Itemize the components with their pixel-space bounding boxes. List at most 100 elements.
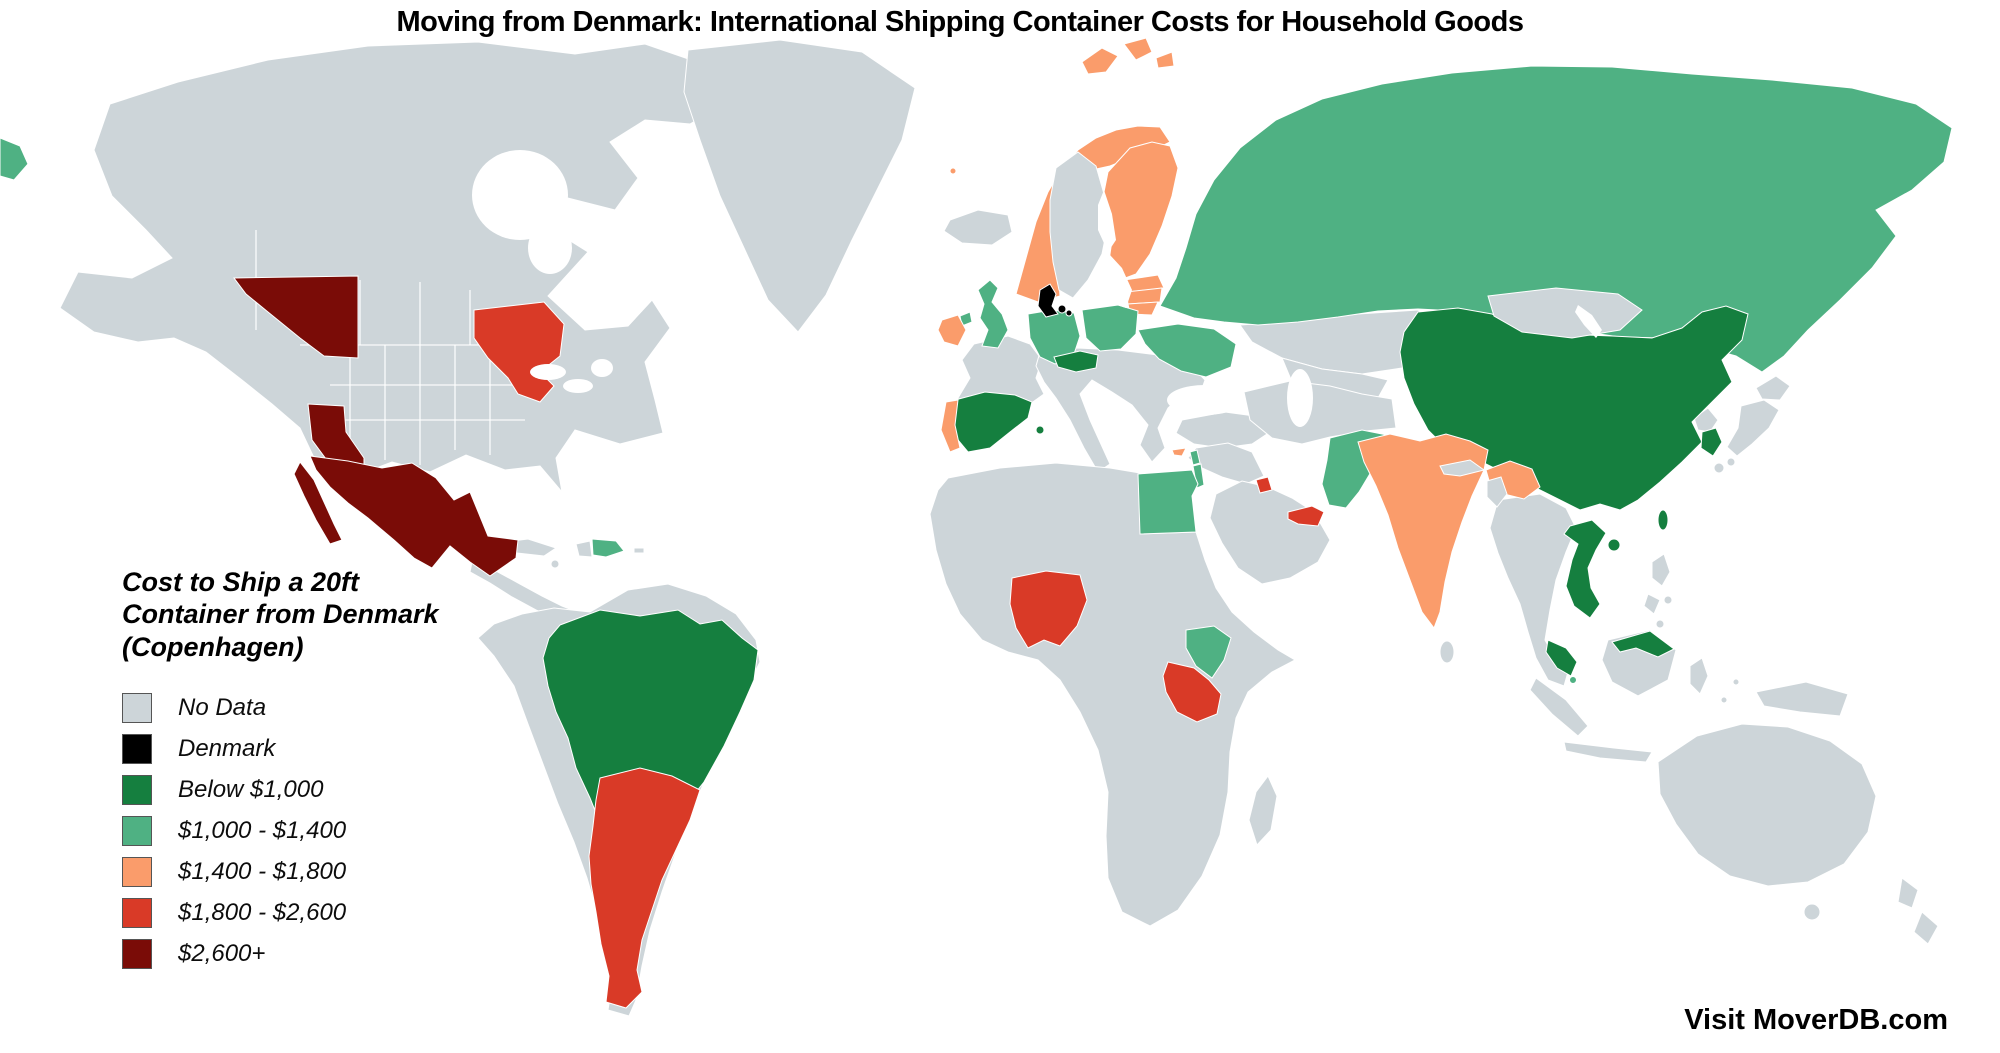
legend-item-2600plus: $2,600+ <box>122 939 439 970</box>
islands-philippines <box>1643 593 1661 615</box>
lake-baikal <box>1575 305 1602 338</box>
islands-japan <box>1726 399 1780 457</box>
island-madagascar <box>1248 775 1278 846</box>
region-british-columbia <box>233 275 359 359</box>
country-denmark <box>1037 283 1059 318</box>
landmass-north-america <box>59 41 737 494</box>
islands-balearic <box>1035 425 1045 435</box>
legend-swatch-1000-1400 <box>122 816 152 847</box>
country-denmark-islands <box>1057 304 1067 314</box>
legend-label: No Data <box>178 694 267 722</box>
country-argentina <box>588 767 701 1009</box>
region-iran-afghanistan <box>1243 380 1397 445</box>
country-portugal <box>940 399 961 453</box>
legend-label: Below $1,000 <box>178 776 324 804</box>
legend-swatch-no-data <box>122 693 152 724</box>
island-moluccas <box>1720 696 1728 704</box>
country-cyprus <box>1171 447 1187 457</box>
island-new-guinea <box>1755 681 1849 717</box>
islands-philippines <box>1655 619 1665 629</box>
country-sweden <box>1049 151 1109 299</box>
island-puerto-rico <box>633 547 645 554</box>
country-vietnam <box>1563 519 1607 619</box>
country-mexico <box>309 455 519 577</box>
hudson-bay <box>472 150 568 240</box>
country-malaysia-peninsular <box>1545 639 1578 677</box>
country-ukraine <box>1137 323 1237 378</box>
country-dominican-republic <box>591 538 625 558</box>
country-egypt <box>1137 469 1199 535</box>
island-java <box>1563 741 1653 763</box>
islands-svalbard <box>1123 37 1153 61</box>
map-title: Moving from Denmark: International Shipp… <box>396 6 1525 38</box>
island-iceland <box>943 209 1013 246</box>
black-sea <box>1167 385 1243 415</box>
islands-philippines <box>1651 553 1671 587</box>
island-haiti <box>575 540 593 558</box>
legend-label: Denmark <box>178 735 276 763</box>
hudson-bay-south <box>528 222 572 274</box>
country-tanzania <box>1162 661 1222 723</box>
country-lebanon <box>1189 449 1201 466</box>
legend-label: $1,800 - $2,600 <box>178 899 347 927</box>
landmass-australia <box>1657 723 1877 887</box>
legend-item-1800-2600: $1,800 - $2,600 <box>122 898 439 929</box>
islands-japan <box>1755 375 1791 401</box>
legend-title: Cost to Ship a 20ft Container from Denma… <box>122 567 439 662</box>
country-ireland <box>937 314 967 347</box>
island-sri-lanka <box>1439 640 1455 664</box>
country-bangladesh <box>1486 476 1508 508</box>
country-uae <box>1287 505 1325 527</box>
country-denmark-islands <box>1065 309 1073 317</box>
country-united-kingdom <box>977 279 1009 349</box>
islands-svalbard <box>1081 47 1119 75</box>
country-russia-chukotka-wrap <box>0 137 29 181</box>
region-baja-california <box>293 461 343 545</box>
country-poland <box>1081 304 1139 352</box>
islands-japan <box>1726 457 1736 467</box>
great-lakes <box>563 379 593 393</box>
legend-swatch-1400-1800 <box>122 857 152 888</box>
country-taiwan <box>1657 509 1669 531</box>
country-south-korea <box>1700 427 1723 457</box>
moverdb-link[interactable]: Visit MoverDB.com <box>1684 1004 1948 1036</box>
island-new-zealand <box>1897 877 1919 909</box>
island-hainan <box>1607 538 1621 552</box>
great-lakes <box>591 359 613 377</box>
water-bodies <box>472 150 1602 427</box>
legend-swatch-2600plus <box>122 939 152 970</box>
country-singapore <box>1569 676 1577 684</box>
country-kuwait <box>1255 476 1273 494</box>
legend-label: $1,000 - $1,400 <box>178 817 347 845</box>
islands-japan <box>1713 462 1725 474</box>
country-spain <box>951 391 1033 453</box>
legend-label: $1,400 - $1,800 <box>178 858 347 886</box>
legend-swatch-1800-2600 <box>122 898 152 929</box>
country-austria <box>1053 350 1099 373</box>
legend-item-no-data: No Data <box>122 693 439 724</box>
country-nepal <box>1439 459 1486 477</box>
baltic-sea <box>1095 255 1132 308</box>
gulf-of-bothnia <box>1098 190 1116 252</box>
legend-item-below-1000: Below $1,000 <box>122 775 439 806</box>
country-india <box>1357 433 1489 630</box>
islands-svalbard <box>1155 51 1175 69</box>
legend-swatch-below-1000 <box>122 775 152 806</box>
islands-philippines <box>1663 595 1673 605</box>
country-malaysia-borneo <box>1611 630 1675 658</box>
island-new-zealand <box>1913 911 1939 945</box>
legend-item-1400-1800: $1,400 - $1,800 <box>122 857 439 888</box>
country-nigeria <box>1009 570 1088 649</box>
country-turkey <box>1175 411 1271 449</box>
island-jan-mayen <box>949 167 957 175</box>
island-jamaica <box>550 559 560 569</box>
legend-label: $2,600+ <box>178 940 266 968</box>
country-mongolia <box>1487 287 1643 339</box>
island-sumatra <box>1529 677 1589 737</box>
island-moluccas <box>1732 678 1740 686</box>
great-lakes <box>530 364 566 380</box>
island-sulawesi <box>1689 657 1709 695</box>
legend: Cost to Ship a 20ft Container from Denma… <box>122 566 439 980</box>
legend-item-1000-1400: $1,000 - $1,400 <box>122 816 439 847</box>
